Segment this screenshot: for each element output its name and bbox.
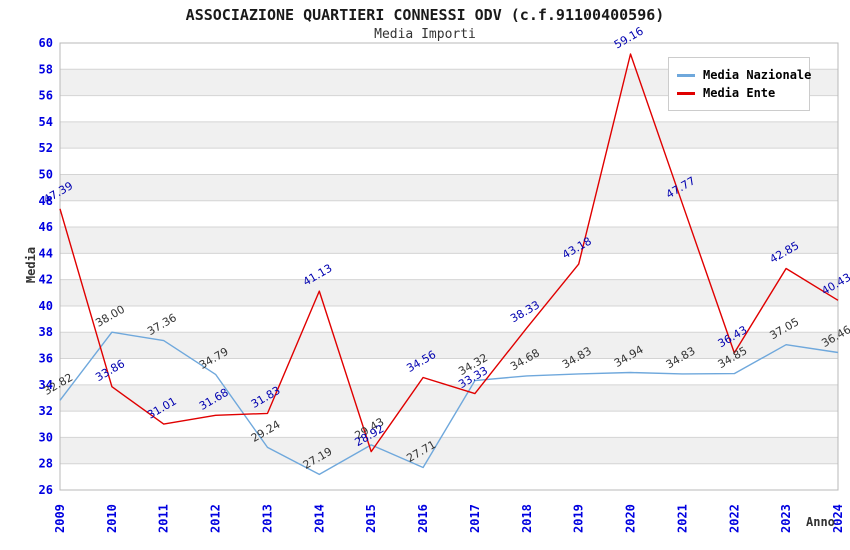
series-line-media-nazionale	[59, 331, 839, 476]
grid-band	[60, 332, 838, 359]
y-tick-label: 42	[39, 273, 53, 287]
grid-band	[60, 227, 838, 254]
x-tick-label: 2015	[364, 504, 378, 533]
x-tick-label: 2020	[624, 504, 638, 533]
y-tick-label: 52	[39, 141, 53, 155]
legend-item-media-nazionale: Media Nazionale	[677, 67, 811, 83]
y-tick-label: 34	[39, 378, 53, 392]
chart-subtitle: Media Importi	[374, 27, 476, 42]
y-tick-label: 30	[39, 430, 53, 444]
y-tick-label: 44	[39, 246, 53, 260]
x-tick-label: 2019	[572, 504, 586, 533]
x-tick-label: 2016	[416, 504, 430, 533]
grid-band	[60, 437, 838, 464]
plot-background	[60, 43, 838, 490]
line-swatch-nazionale-icon	[677, 73, 695, 77]
x-tick-label: 2011	[157, 504, 171, 533]
y-tick-label: 26	[39, 483, 53, 497]
y-tick-label: 46	[39, 220, 53, 234]
legend-label-ente: Media Ente	[703, 86, 776, 100]
legend: Media Nazionale Media Ente	[668, 57, 811, 111]
grid-band	[60, 174, 838, 201]
y-tick-label: 56	[39, 89, 53, 103]
line-swatch-ente-icon	[677, 91, 695, 95]
grid-band	[60, 279, 838, 306]
x-axis-title: Anno	[806, 515, 835, 529]
x-tick-label: 2017	[468, 504, 482, 533]
y-tick-label: 48	[39, 194, 53, 208]
x-tick-label: 2024	[831, 504, 845, 533]
y-tick-label: 54	[39, 115, 53, 129]
plot-border	[59, 42, 839, 491]
grid-band	[60, 121, 838, 149]
y-tick-label: 32	[39, 404, 53, 418]
x-tick-label: 2013	[260, 504, 274, 533]
y-tick-label: 28	[39, 457, 53, 471]
x-tick-label: 2023	[779, 504, 793, 533]
y-tick-label: 50	[39, 167, 53, 181]
chart-title: ASSOCIAZIONE QUARTIERI CONNESSI ODV (c.f…	[185, 6, 665, 24]
y-tick-label: 60	[39, 36, 53, 50]
x-tick-label: 2021	[675, 504, 689, 533]
series-line-media-ente	[59, 53, 839, 453]
x-tick-label: 2012	[209, 504, 223, 533]
legend-label-nazionale: Media Nazionale	[703, 68, 812, 82]
y-tick-label: 40	[39, 299, 53, 313]
x-tick-label: 2010	[105, 504, 119, 533]
x-tick-label: 2009	[53, 504, 67, 533]
y-tick-label: 36	[39, 352, 53, 366]
y-tick-label: 58	[39, 62, 53, 76]
x-tick-label: 2018	[520, 504, 534, 533]
legend-item-media-ente: Media Ente	[677, 85, 801, 101]
x-tick-label: 2022	[727, 504, 741, 533]
y-tick-label: 38	[39, 325, 53, 339]
grid-band	[60, 384, 838, 412]
x-tick-label: 2014	[312, 504, 326, 533]
